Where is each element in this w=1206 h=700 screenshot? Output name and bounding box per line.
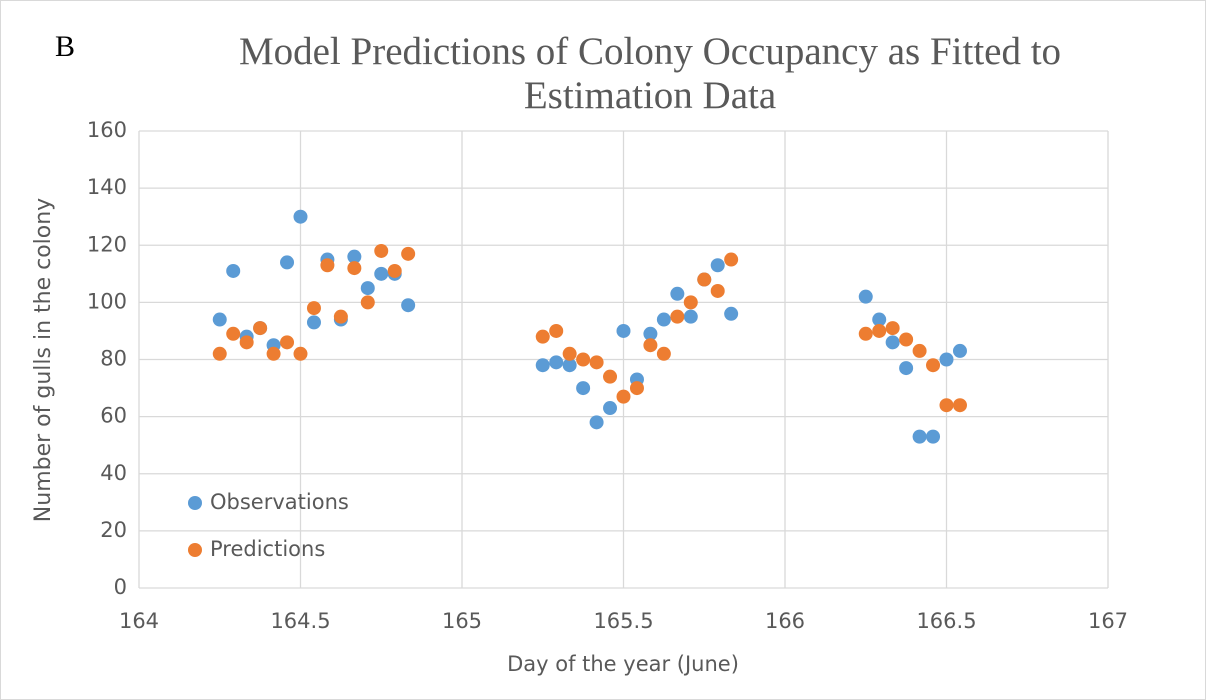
scatter-point bbox=[374, 266, 389, 281]
y-tick-label: 0 bbox=[114, 575, 127, 599]
scatter-point bbox=[549, 355, 564, 370]
scatter-point bbox=[401, 298, 416, 313]
x-tick-label: 166 bbox=[765, 609, 805, 633]
scatter-point bbox=[306, 315, 321, 330]
scatter-point bbox=[589, 355, 604, 370]
scatter-point bbox=[710, 258, 725, 273]
scatter-point bbox=[212, 346, 227, 361]
scatter-point bbox=[535, 329, 550, 344]
scatter-point bbox=[266, 346, 281, 361]
scatter-point bbox=[347, 249, 362, 264]
scatter-point bbox=[549, 323, 564, 338]
scatter-point bbox=[670, 309, 685, 324]
scatter-point bbox=[535, 358, 550, 373]
scatter-point bbox=[562, 358, 577, 373]
scatter-point bbox=[899, 361, 914, 376]
y-tick-label: 20 bbox=[100, 518, 127, 542]
y-tick-label: 80 bbox=[100, 347, 127, 371]
scatter-point bbox=[724, 306, 739, 321]
x-axis-title: Day of the year (June) bbox=[507, 652, 739, 676]
scatter-point bbox=[858, 326, 873, 341]
scatter-point bbox=[899, 332, 914, 347]
scatter-point bbox=[360, 281, 375, 296]
scatter-point bbox=[253, 321, 268, 336]
scatter-point bbox=[616, 389, 631, 404]
scatter-point bbox=[952, 398, 967, 413]
scatter-point bbox=[374, 243, 389, 258]
scatter-point bbox=[926, 429, 941, 444]
scatter-point bbox=[562, 346, 577, 361]
x-tick-label: 166.5 bbox=[916, 609, 976, 633]
scatter-point bbox=[926, 358, 941, 373]
x-tick-label: 167 bbox=[1088, 609, 1128, 633]
x-tick-label: 164.5 bbox=[270, 609, 330, 633]
scatter-point bbox=[912, 429, 927, 444]
scatter-point bbox=[656, 312, 671, 327]
scatter-point bbox=[952, 343, 967, 358]
scatter-point bbox=[320, 258, 335, 273]
x-tick-label: 165 bbox=[442, 609, 482, 633]
scatter-point bbox=[939, 398, 954, 413]
panel-label: B bbox=[55, 30, 76, 63]
scatter-point bbox=[912, 343, 927, 358]
scatter-point bbox=[401, 246, 416, 261]
scatter-point bbox=[724, 252, 739, 267]
x-tick-label: 165.5 bbox=[593, 609, 653, 633]
scatter-point bbox=[656, 346, 671, 361]
y-tick-label: 60 bbox=[100, 404, 127, 428]
scatter-point bbox=[360, 295, 375, 310]
scatter-point bbox=[280, 255, 295, 270]
scatter-point bbox=[939, 352, 954, 367]
scatter-point bbox=[858, 289, 873, 304]
scatter-point bbox=[212, 312, 227, 327]
legend-marker bbox=[188, 496, 202, 510]
y-tick-label: 160 bbox=[87, 118, 127, 142]
scatter-point bbox=[589, 415, 604, 430]
legend-label: Predictions bbox=[210, 537, 325, 561]
y-tick-label: 100 bbox=[87, 289, 127, 313]
scatter-point bbox=[603, 401, 618, 416]
scatter-point bbox=[387, 263, 402, 278]
scatter-point bbox=[643, 326, 658, 341]
scatter-point bbox=[280, 335, 295, 350]
y-tick-label: 120 bbox=[87, 232, 127, 256]
scatter-point bbox=[293, 346, 308, 361]
scatter-point bbox=[226, 326, 241, 341]
scatter-point bbox=[629, 381, 644, 396]
legend-marker bbox=[188, 543, 202, 557]
y-axis-title: Number of gulls in the colony bbox=[31, 198, 56, 522]
scatter-point bbox=[872, 323, 887, 338]
scatter-point bbox=[643, 338, 658, 353]
scatter-point bbox=[576, 381, 591, 396]
y-tick-label: 140 bbox=[87, 175, 127, 199]
chart-title: Model Predictions of Colony Occupancy as… bbox=[238, 30, 1062, 117]
scatter-point bbox=[616, 323, 631, 338]
scatter-point bbox=[306, 301, 321, 316]
scatter-point bbox=[872, 312, 887, 327]
legend-label: Observations bbox=[210, 490, 349, 514]
scatter-point bbox=[683, 295, 698, 310]
scatter-point bbox=[885, 335, 900, 350]
scatter-point bbox=[885, 321, 900, 336]
scatter-point bbox=[293, 209, 308, 224]
scatter-point bbox=[239, 335, 254, 350]
scatter-point bbox=[576, 352, 591, 367]
scatter-point bbox=[670, 286, 685, 301]
x-tick-label: 164 bbox=[119, 609, 159, 633]
scatter-point bbox=[697, 272, 712, 287]
scatter-point bbox=[710, 283, 725, 298]
scatter-point bbox=[347, 261, 362, 276]
y-tick-label: 40 bbox=[100, 461, 127, 485]
scatter-point bbox=[226, 263, 241, 278]
scatter-point bbox=[603, 369, 618, 384]
scatter-point bbox=[683, 309, 698, 324]
scatter-point bbox=[333, 309, 348, 324]
